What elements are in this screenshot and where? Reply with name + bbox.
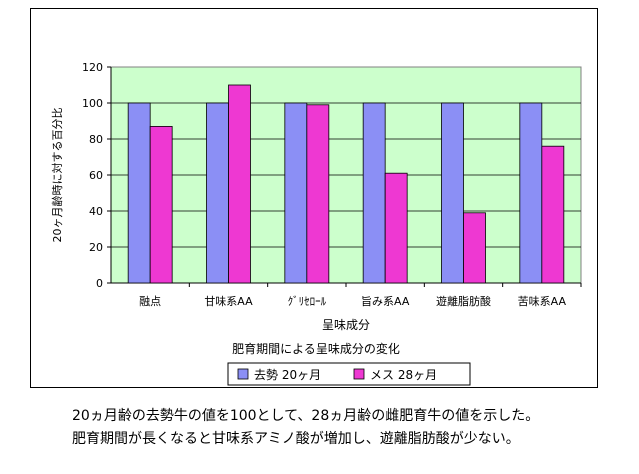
legend-box — [227, 362, 471, 386]
bar-castrated-20m — [284, 102, 308, 284]
x-category-label: 旨み系AA — [361, 295, 410, 308]
bar-castrated-20m — [127, 102, 151, 284]
y-tick-label: 120 — [82, 61, 103, 74]
x-category-label: 苦味系AA — [518, 295, 567, 308]
bar-female-28m — [541, 145, 565, 284]
bar-castrated-20m — [519, 102, 543, 284]
chart-title: 肥育期間による呈味成分の変化 — [232, 341, 400, 356]
bar-female-28m — [149, 126, 173, 284]
x-category-label: ｸﾞﾘｾﾛｰﾙ — [288, 295, 327, 308]
legend-label: 去勢 20ヶ月 — [254, 367, 321, 382]
bar-castrated-20m — [362, 102, 386, 284]
y-tick-label: 60 — [89, 169, 103, 182]
bar-female-28m — [384, 172, 408, 284]
y-tick-label: 40 — [89, 205, 103, 218]
caption-line-1: 20ヵ月齢の去勢牛の値を100として、28ヵ月齢の雌肥育牛の値を示した。 — [72, 408, 540, 424]
bar-castrated-20m — [206, 102, 229, 284]
y-tick-label: 80 — [89, 133, 103, 146]
x-category-label: 甘味系AA — [204, 295, 253, 308]
bar-female-28m — [228, 84, 251, 284]
x-axis-title: 呈味成分 — [322, 318, 370, 332]
legend-swatch — [237, 368, 249, 380]
y-tick-label: 20 — [89, 241, 103, 254]
caption-line-2: 肥育期間が長くなると甘味系アミノ酸が増加し、遊離脂肪酸が少ない。 — [72, 431, 520, 447]
x-category-label: 遊離脂肪酸 — [436, 294, 491, 308]
y-tick-label: 100 — [82, 97, 103, 110]
bar-female-28m — [463, 212, 486, 284]
legend-swatch — [353, 368, 365, 380]
bar-castrated-20m — [441, 102, 464, 284]
y-axis-title: 20ヶ月齢時に対する百分比 — [50, 108, 64, 243]
bar-female-28m — [306, 104, 330, 284]
chart-frame: 0 20 40 60 80 100 120 融点 甘味系AA ｸﾞﾘｾﾛｰﾙ 旨み系AA 遊離脂肪酸 苦… — [30, 8, 598, 388]
legend-label: メス 28ヶ月 — [370, 368, 437, 382]
bar-chart: 0 20 40 60 80 100 120 融点 甘味系AA ｸﾞﾘｾﾛｰﾙ 旨み系AA 遊離脂肪酸 苦… — [50, 61, 582, 386]
x-category-label: 融点 — [139, 295, 161, 308]
y-tick-label: 0 — [96, 277, 103, 290]
